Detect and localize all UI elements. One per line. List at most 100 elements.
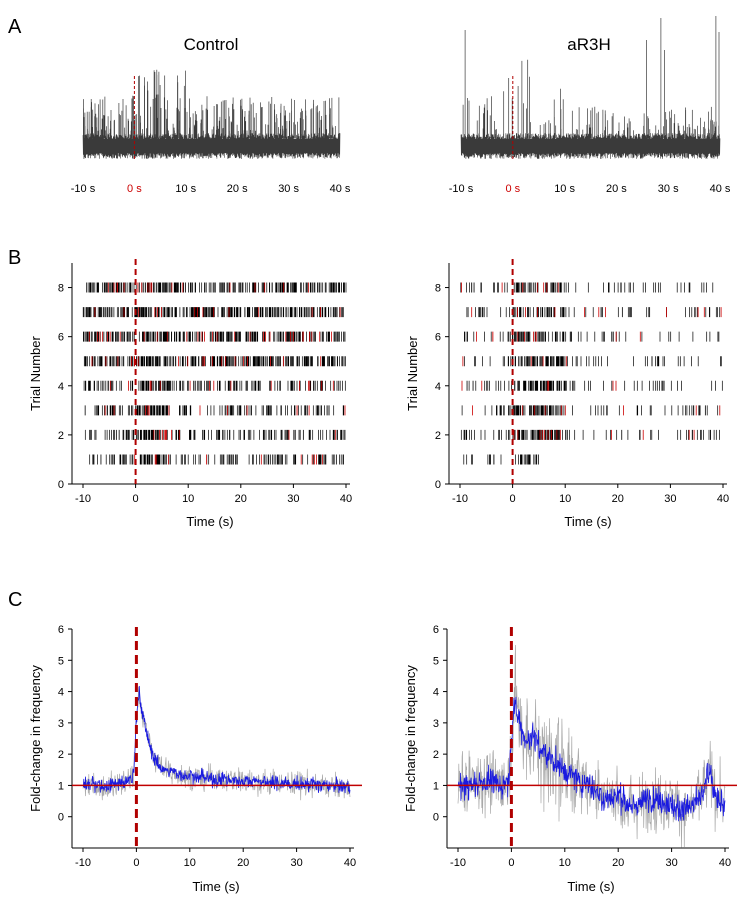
y-axis-title: Fold-change in frequency: [28, 665, 43, 812]
y-tick-label: 2: [58, 749, 64, 761]
x-tick-label: -10 s: [71, 183, 96, 195]
raster-plot-ar3h: 0 2 4 6 8 -10 0 10 20 30 40 Time (s) Trial Number: [405, 259, 729, 529]
trial-spikes: [464, 331, 720, 342]
y-tick-label: 0: [435, 479, 441, 491]
x-tick-label: 10: [182, 493, 194, 505]
trial-spikes: [86, 282, 347, 293]
y-tick-label: 4: [433, 687, 439, 699]
trial-spikes: [83, 331, 346, 342]
spike-marks: [462, 16, 720, 156]
x-tick-label: 30: [665, 857, 677, 869]
trial-spikes-highlight: [104, 405, 346, 416]
y-tick-label: 4: [58, 687, 64, 699]
panel-letter-b: B: [8, 247, 21, 269]
x-tick-label: 20: [612, 857, 624, 869]
trial-spikes-highlight: [462, 356, 567, 367]
trial-spikes: [460, 282, 714, 293]
trial-spikes-highlight: [472, 405, 721, 416]
trial-spikes-highlight: [88, 331, 332, 342]
x-tick-label: -10: [452, 493, 468, 505]
x-tick-label: 10 s: [554, 183, 575, 195]
trial-spikes-highlight: [94, 307, 341, 318]
trial-spikes-highlight: [153, 429, 336, 440]
x-axis-title: Time (s): [192, 879, 239, 894]
x-axis-title: Time (s): [564, 514, 611, 529]
x-tick-label: 30: [287, 493, 299, 505]
x-tick-label: 40: [344, 857, 356, 869]
sem-trace: [457, 644, 726, 848]
x-tick-label: 30 s: [658, 183, 679, 195]
x-axis-title: Time (s): [567, 879, 614, 894]
x-tick-label: 30 s: [278, 183, 299, 195]
condition-title: Control: [184, 35, 239, 54]
x-tick-label: 0: [133, 857, 139, 869]
y-tick-label: 6: [58, 332, 64, 344]
x-tick-label: 20 s: [606, 183, 627, 195]
x-tick-label: 30: [664, 493, 676, 505]
trial-spikes: [461, 405, 719, 416]
x-tick-label: 20 s: [227, 183, 248, 195]
trial-spikes-highlight: [109, 380, 334, 391]
x-tick-label: -10: [450, 857, 466, 869]
trial-spikes-highlight: [91, 356, 322, 367]
y-tick-label: 5: [58, 655, 64, 667]
y-axis-title: Fold-change in frequency: [403, 665, 418, 812]
y-tick-label: 1: [433, 780, 439, 792]
y-axis-title: Trial Number: [28, 336, 43, 411]
y-tick-label: 0: [433, 812, 439, 824]
y-tick-label: 5: [433, 655, 439, 667]
trial-spikes: [466, 307, 721, 318]
trial-spikes: [82, 307, 344, 318]
y-tick-label: 1: [58, 780, 64, 792]
trial-spikes: [463, 454, 539, 465]
y-tick-label: 2: [58, 430, 64, 442]
x-tick-label: -10: [75, 857, 91, 869]
trial-spikes: [84, 405, 345, 416]
x-tick-label: 30: [290, 857, 302, 869]
y-tick-label: 8: [58, 283, 64, 295]
x-tick-label: 0 s: [127, 183, 142, 195]
x-tick-label: 40 s: [330, 183, 351, 195]
sem-trace: [82, 686, 351, 801]
trial-spikes: [83, 356, 346, 367]
x-tick-label: -10: [75, 493, 91, 505]
y-tick-label: 0: [58, 812, 64, 824]
x-tick-label: 0: [133, 493, 139, 505]
raster-plot-control: 0 2 4 6 8 -10 0 10 20 30 40 Time (s) Trial Number: [28, 259, 352, 529]
y-tick-label: 6: [435, 332, 441, 344]
mean-trace: [82, 685, 351, 794]
y-axis-title: Trial Number: [405, 336, 420, 411]
x-tick-label: 20: [237, 857, 249, 869]
x-tick-label: 0: [508, 857, 514, 869]
trace-panel-ar3h: aR3H -10 s 0 s 10 s 20 s 30 s 40 s: [449, 16, 731, 195]
fold-change-plot-control: 0 1 2 3 4 5 6 -10 0 10 20 30 40 Time (s) Fold-change i…: [28, 624, 362, 894]
x-tick-label: 10: [559, 493, 571, 505]
y-tick-label: 3: [433, 718, 439, 730]
trace-panel-control: Control -10 s 0 s 10 s 20 s 30 s 40 s: [71, 35, 351, 195]
trial-spikes: [464, 356, 722, 367]
y-tick-label: 4: [435, 381, 441, 393]
trial-spikes-highlight: [461, 282, 559, 293]
x-tick-label: 40 s: [710, 183, 731, 195]
mean-trace: [457, 696, 726, 822]
x-tick-label: 10 s: [175, 183, 196, 195]
trial-spikes: [83, 380, 346, 391]
y-tick-label: 6: [433, 624, 439, 636]
y-tick-label: 4: [58, 381, 64, 393]
y-tick-label: 2: [433, 749, 439, 761]
x-tick-label: 40: [719, 857, 731, 869]
x-tick-label: 40: [340, 493, 352, 505]
trial-spikes: [84, 429, 346, 440]
x-tick-label: 10: [184, 857, 196, 869]
spike-marks: [83, 69, 340, 138]
trial-spikes: [466, 380, 723, 391]
x-tick-label: 10: [559, 857, 571, 869]
panel-letter-c: C: [8, 589, 22, 611]
x-tick-label: 20: [612, 493, 624, 505]
x-tick-label: 0: [510, 493, 516, 505]
y-tick-label: 2: [435, 430, 441, 442]
fold-change-plot-ar3h: 0 1 2 3 4 5 6 -10 0 10 20 30 40 Time (s) Fold-change i…: [403, 624, 737, 894]
trial-spikes-highlight: [471, 307, 722, 318]
y-tick-label: 3: [58, 718, 64, 730]
